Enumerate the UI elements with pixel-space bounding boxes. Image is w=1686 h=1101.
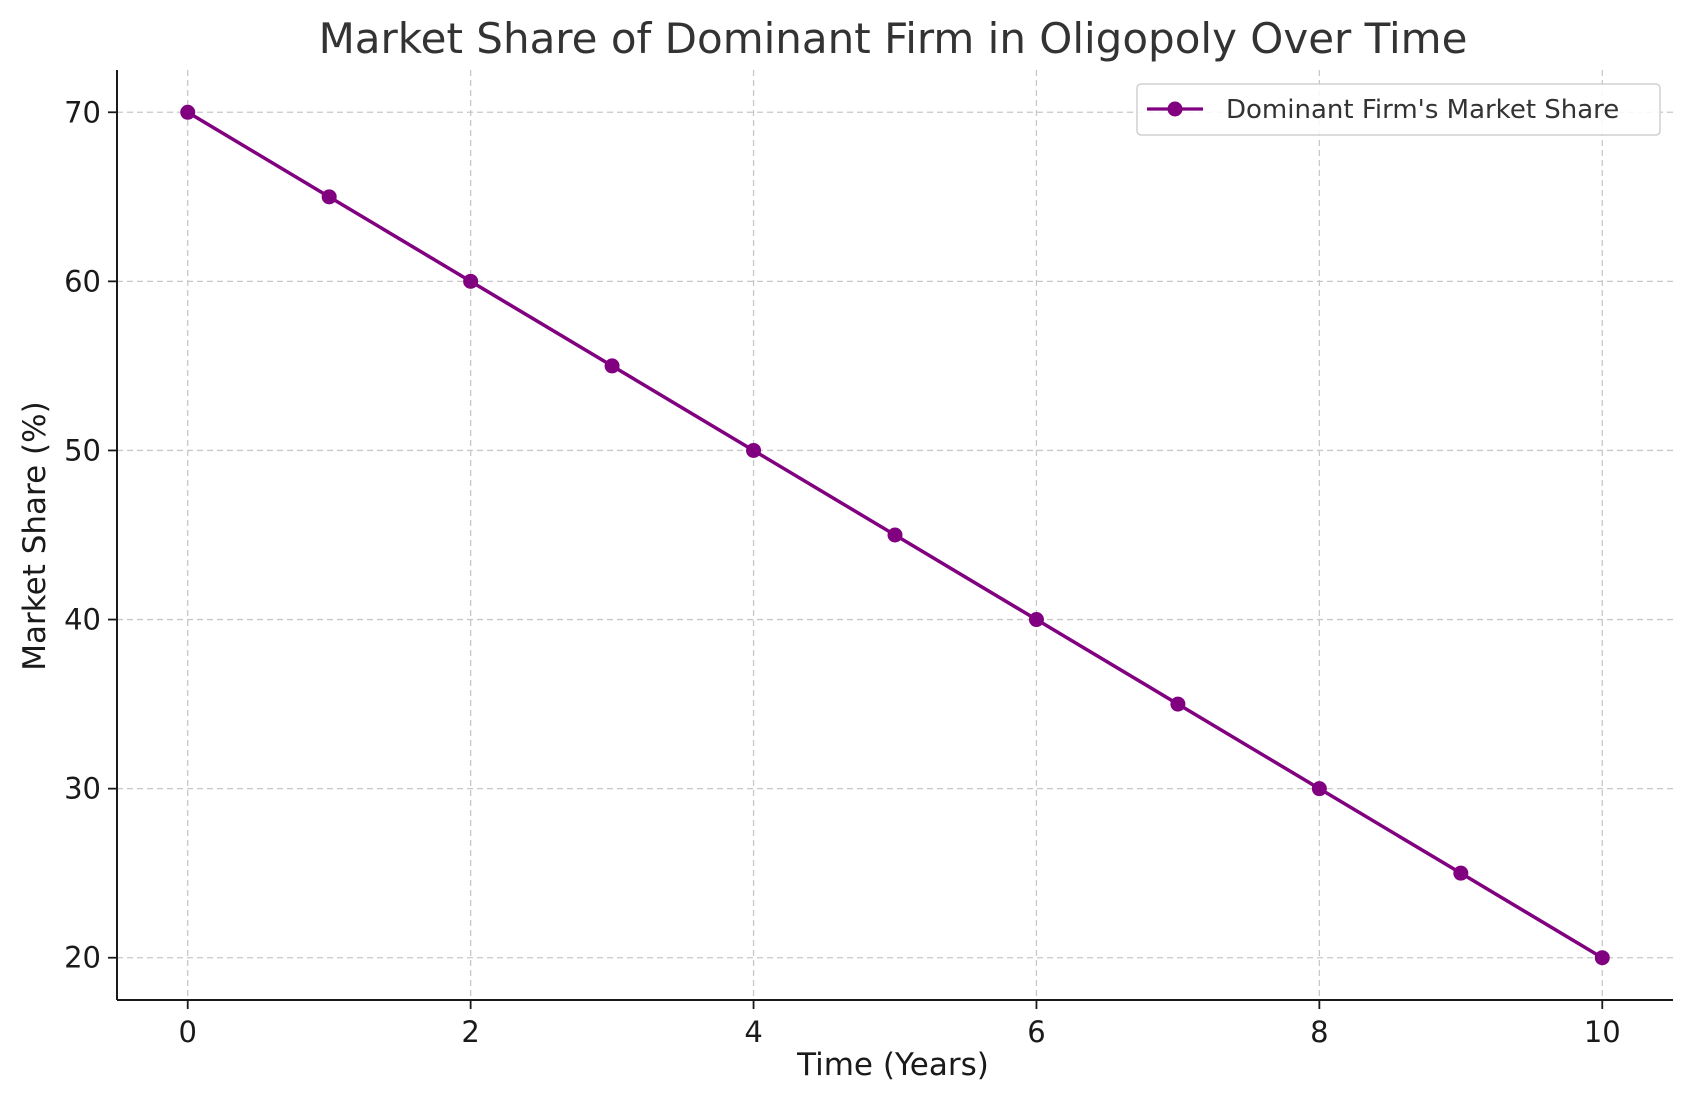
y-tick-label: 70 [64, 95, 101, 129]
y-tick-label: 60 [64, 264, 101, 298]
x-tick-label: 10 [1584, 1015, 1621, 1049]
data-point [321, 189, 337, 205]
x-tick-label: 8 [1310, 1015, 1328, 1049]
data-point [746, 442, 762, 458]
legend-box [1136, 83, 1661, 136]
data-point [1594, 950, 1610, 966]
y-tick-label: 20 [64, 941, 101, 975]
data-point [180, 104, 196, 120]
tick-labels: 0 2 4 6 8 10 20 30 40 50 60 70 [64, 95, 1621, 1049]
legend: Dominant Firm's Market Share [1136, 83, 1661, 136]
data-point [463, 273, 479, 289]
legend-label: Dominant Firm's Market Share [1226, 95, 1619, 125]
x-tick-label: 0 [179, 1015, 197, 1049]
x-tick-label: 4 [744, 1015, 762, 1049]
chart-title: Market Share of Dominant Firm in Oligopo… [319, 14, 1468, 63]
x-tick-label: 2 [461, 1015, 479, 1049]
y-axis-label: Market Share (%) [17, 401, 53, 670]
data-point [1311, 781, 1327, 797]
data-point [1028, 612, 1044, 628]
x-axis-label: Time (Years) [796, 1047, 989, 1083]
data-point [1170, 696, 1186, 712]
y-tick-label: 40 [64, 603, 101, 637]
y-tick-label: 50 [64, 433, 101, 467]
data-point [1453, 865, 1469, 881]
x-tick-label: 6 [1027, 1015, 1045, 1049]
legend-marker-icon [1167, 101, 1183, 117]
y-tick-label: 30 [64, 772, 101, 806]
series-group [180, 104, 1610, 966]
data-point [604, 358, 620, 374]
data-point [887, 527, 903, 543]
axes [108, 70, 1673, 1009]
grid-lines [117, 70, 1673, 1000]
